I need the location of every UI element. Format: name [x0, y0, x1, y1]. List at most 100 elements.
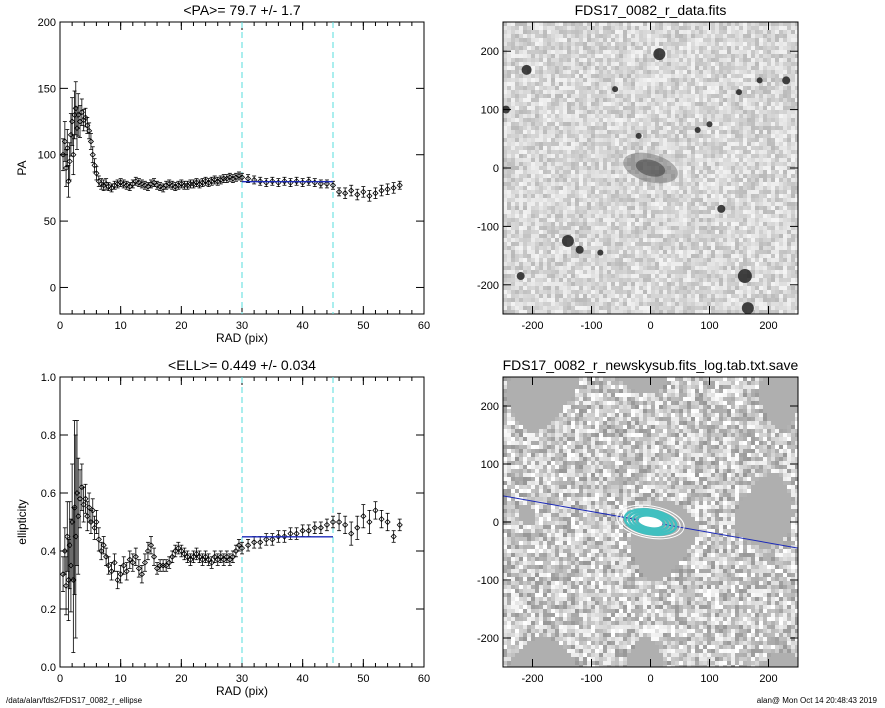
image-pixel	[591, 90, 595, 94]
image-pixel	[555, 86, 559, 90]
image-pixel	[759, 166, 763, 170]
image-pixel	[591, 138, 595, 142]
image-pixel	[563, 46, 567, 50]
image-pixel	[703, 42, 707, 46]
image-pixel	[707, 118, 711, 122]
image-pixel	[535, 106, 539, 110]
image-pixel	[651, 50, 655, 54]
image-pixel	[531, 102, 535, 106]
image-pixel	[579, 126, 583, 130]
image-pixel	[535, 50, 539, 54]
diamond-marker	[69, 118, 76, 125]
image-pixel	[703, 74, 707, 78]
image-pixel	[559, 114, 563, 118]
image-pixel	[579, 34, 583, 38]
image-pixel	[659, 134, 663, 138]
image-pixel	[547, 90, 551, 94]
image-pixel	[507, 58, 511, 62]
image-pixel	[579, 30, 583, 34]
image-pixel	[679, 178, 683, 182]
image-pixel	[743, 70, 747, 74]
image-pixel	[787, 142, 791, 146]
image-pixel	[679, 22, 683, 26]
image-pixel	[731, 206, 735, 210]
image-pixel	[635, 202, 639, 206]
image-pixel	[727, 74, 731, 78]
image-pixel	[699, 26, 703, 30]
image-pixel	[787, 86, 791, 90]
data-point	[366, 509, 373, 534]
image-pixel	[707, 206, 711, 210]
image-pixel	[575, 182, 579, 186]
image-pixel	[579, 54, 583, 58]
image-pixel	[535, 30, 539, 34]
image-pixel	[719, 74, 723, 78]
image-pixel	[579, 154, 583, 158]
image-pixel	[747, 166, 751, 170]
image-pixel	[727, 70, 731, 74]
image-pixel	[763, 218, 767, 222]
image-pixel	[691, 202, 695, 206]
image-pixel	[503, 74, 507, 78]
image-pixel	[543, 126, 547, 130]
image-pixel	[507, 222, 511, 226]
image-pixel	[687, 34, 691, 38]
diamond-marker	[281, 533, 288, 540]
image-pixel	[643, 210, 647, 214]
image-pixel	[555, 150, 559, 154]
x-tick-label: 10	[115, 673, 127, 685]
image-pixel	[779, 166, 783, 170]
image-pixel	[719, 142, 723, 146]
diamond-marker	[175, 545, 182, 552]
image-pixel	[739, 206, 743, 210]
diamond-marker	[95, 536, 102, 543]
image-pixel	[531, 178, 535, 182]
image-pixel	[719, 50, 723, 54]
diamond-marker	[73, 489, 81, 497]
image-pixel	[599, 78, 603, 82]
image-pixel	[587, 98, 591, 102]
image-pixel	[515, 154, 519, 158]
image-pixel	[619, 150, 623, 154]
image-pixel	[575, 50, 579, 54]
image-pixel	[759, 22, 763, 26]
image-pixel	[679, 54, 683, 58]
image-pixel	[615, 130, 619, 134]
diamond-marker	[202, 178, 209, 185]
image-pixel	[527, 194, 531, 198]
image-pixel	[635, 38, 639, 42]
image-pixel	[671, 202, 675, 206]
image-pixel	[755, 182, 759, 186]
image-pixel	[587, 26, 591, 30]
image-pixel	[711, 150, 715, 154]
image-pixel	[551, 74, 555, 78]
diamond-marker	[348, 530, 355, 537]
image-pixel	[563, 142, 567, 146]
image-pixel	[631, 42, 635, 46]
image-pixel	[539, 190, 543, 194]
image-pixel	[639, 94, 643, 98]
image-pixel	[775, 74, 779, 78]
image-pixel	[707, 86, 711, 90]
image-pixel	[643, 126, 647, 130]
image-pixel	[611, 54, 615, 58]
image-pixel	[691, 178, 695, 182]
image-pixel	[511, 54, 515, 58]
image-pixel	[715, 222, 719, 226]
image-pixel	[507, 50, 511, 54]
image-pixel	[747, 54, 751, 58]
image-pixel	[535, 90, 539, 94]
image-pixel	[671, 62, 675, 66]
image-pixel	[679, 194, 683, 198]
image-pixel	[535, 214, 539, 218]
image-pixel	[519, 58, 523, 62]
image-pixel	[567, 142, 571, 146]
image-pixel	[551, 30, 555, 34]
image-pixel	[787, 162, 791, 166]
image-pixel	[667, 198, 671, 202]
image-pixel	[687, 106, 691, 110]
image-pixel	[671, 58, 675, 62]
diamond-marker	[78, 484, 85, 491]
image-pixel	[779, 126, 783, 130]
image-pixel	[591, 178, 595, 182]
